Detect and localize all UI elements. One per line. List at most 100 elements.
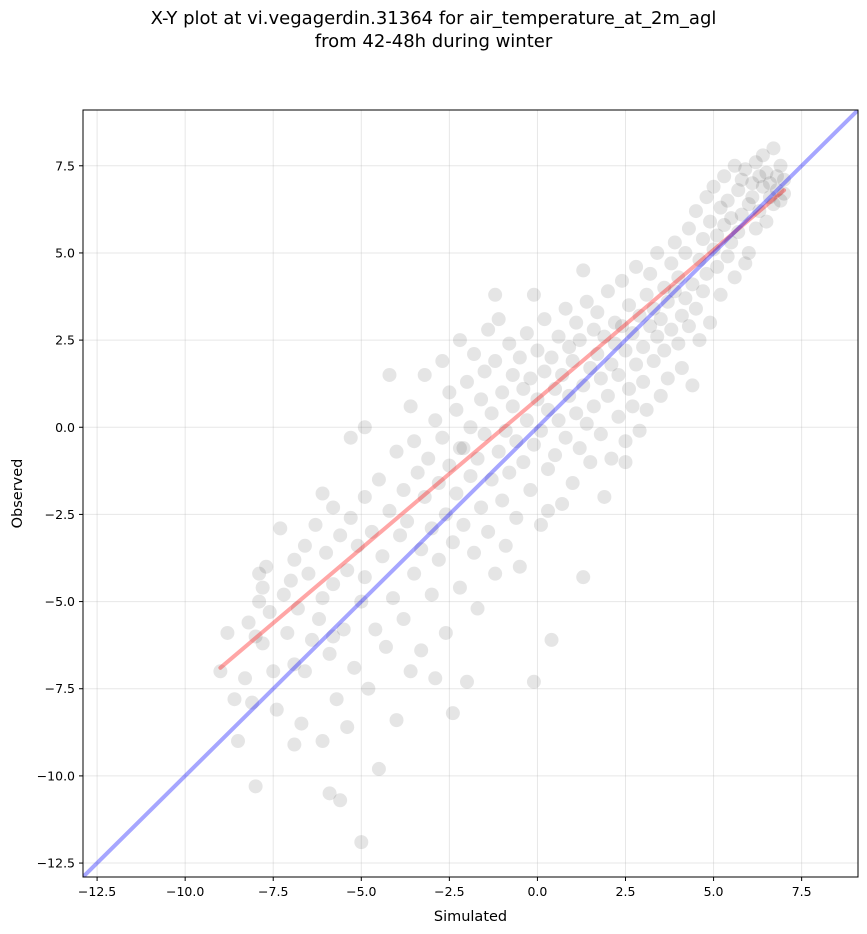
scatter-point (431, 552, 446, 567)
scatter-point (752, 169, 767, 184)
scatter-point (646, 301, 661, 316)
chart-subtitle: from 42-48h during winter (314, 31, 553, 52)
scatter-point (738, 162, 753, 177)
x-tick-label: −10.0 (166, 884, 204, 899)
scatter-point (315, 734, 330, 749)
scatter-point (526, 437, 541, 452)
scatter-point (283, 573, 298, 588)
scatter-point (576, 263, 591, 278)
scatter-point (706, 242, 721, 257)
scatter-point (720, 249, 735, 264)
x-tick-label: 5.0 (704, 884, 724, 899)
scatter-point (449, 402, 464, 417)
scatter-point (650, 245, 665, 260)
scatter-point (357, 489, 372, 504)
scatter-point (755, 148, 770, 163)
scatter-point (696, 284, 710, 299)
scatter-point (643, 266, 658, 281)
scatter-point (326, 577, 341, 592)
scatter-point (368, 622, 383, 637)
scatter-point (618, 434, 633, 449)
scatter-point (350, 538, 365, 553)
x-tick-label: −2.5 (434, 884, 464, 899)
scatter-point (562, 388, 577, 403)
scatter-point (692, 252, 707, 267)
scatter-point (671, 270, 686, 285)
scatter-point (572, 333, 587, 348)
scatter-point (431, 476, 446, 491)
scatter-point (555, 496, 570, 511)
y-tick-label: −5.0 (45, 594, 75, 609)
scatter-point (703, 315, 718, 330)
scatter-point (498, 538, 513, 553)
scatter-point (660, 294, 675, 309)
scatter-point (400, 514, 415, 529)
scatter-point (308, 517, 323, 532)
scatter-point (551, 329, 566, 344)
scatter-point (438, 625, 453, 640)
scatter-point (544, 632, 559, 647)
scatter-point (407, 566, 422, 581)
scatter-point (526, 674, 541, 689)
scatter-point (766, 141, 781, 156)
scatter-point (657, 343, 672, 358)
scatter-point (530, 392, 545, 407)
scatter-point (428, 413, 443, 428)
scatter-point (727, 270, 742, 285)
scatter-point (442, 458, 457, 473)
scatter-point (569, 406, 584, 421)
scatter-point (227, 692, 242, 707)
scatter-point (347, 660, 362, 675)
scatter-point (636, 340, 651, 355)
scatter-point (766, 197, 781, 212)
scatter-point (498, 423, 513, 438)
scatter-point (777, 186, 792, 201)
y-axis-label: Observed (10, 459, 26, 529)
scatter-point (505, 367, 520, 382)
scatter-point (516, 381, 531, 396)
scatter-point (495, 493, 510, 508)
scatter-point (389, 444, 404, 459)
scatter-point (731, 183, 746, 198)
scatter-point (382, 503, 397, 518)
scatter-point (421, 451, 436, 466)
scatter-point (678, 245, 693, 260)
scatter-point (597, 489, 612, 504)
scatter-point (322, 646, 337, 661)
scatter-point (544, 350, 559, 365)
scatter-point (625, 399, 640, 414)
scatter-point (417, 367, 432, 382)
scatter-point (713, 287, 728, 302)
scatter-point (541, 402, 555, 417)
scatter-point (643, 319, 658, 334)
scatter-point (322, 786, 337, 801)
scatter-point (393, 528, 408, 543)
scatter-point (481, 322, 496, 337)
scatter-point (604, 451, 619, 466)
scatter-point (555, 367, 570, 382)
scatter-point (541, 503, 555, 518)
scatter-point (259, 559, 274, 574)
scatter-point (488, 287, 503, 302)
scatter-point (248, 779, 263, 794)
scatter-point (276, 587, 291, 602)
scatter-point (463, 469, 478, 484)
scatter-point (706, 179, 721, 194)
scatter-point (533, 423, 548, 438)
scatter-point (745, 176, 760, 191)
x-tick-label: 0.0 (527, 884, 547, 899)
scatter-point (213, 664, 228, 679)
scatter-point (407, 434, 422, 449)
scatter-point (572, 441, 587, 456)
scatter-point (548, 381, 563, 396)
scatter-points (213, 141, 792, 850)
scatter-point (312, 612, 327, 627)
scatter-point (414, 542, 429, 557)
scatter-point (720, 193, 735, 208)
scatter-point (523, 371, 538, 386)
plot-frame (82, 109, 859, 878)
x-axis-ticks: −12.5 −10.0 −7.5 −5.0 −2.5 0.0 2.5 5.0 7.5 (78, 877, 812, 899)
scatter-point (734, 207, 749, 222)
scatter-point (449, 486, 464, 501)
y-tick-label: 5.0 (55, 245, 75, 260)
